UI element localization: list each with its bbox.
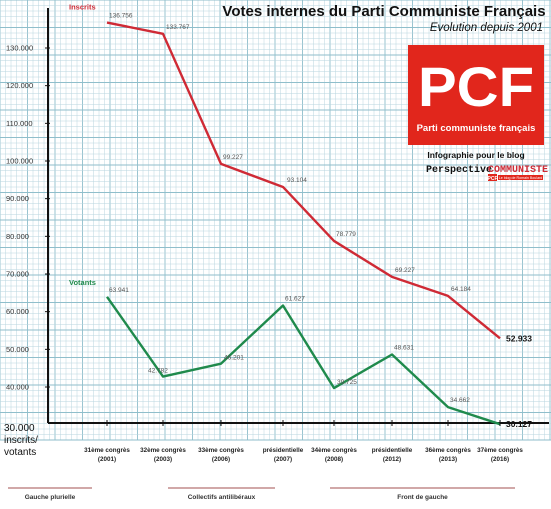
data-label: 30.127 <box>506 419 532 429</box>
y-tick-label: 130.000 <box>6 44 33 53</box>
mini-tagline-text: Le blog de Romain Boulard <box>499 176 543 180</box>
chart-title: Votes internes du Parti Communiste Franç… <box>222 3 545 20</box>
y-tick-label: 120.000 <box>6 81 33 90</box>
x-tick-label: 32ème congrès <box>140 447 186 454</box>
x-tick-label: (2001) <box>98 456 116 463</box>
x-tick-label: (2003) <box>154 456 172 463</box>
blog-name-part2: COMMUNISTE <box>488 165 548 176</box>
data-label: 39.725 <box>337 379 357 386</box>
mini-logo-text: PCF <box>488 176 498 182</box>
period-label: Collectifs antilibéraux <box>188 494 256 501</box>
x-tick-label: 36ème congrès <box>425 447 471 454</box>
data-label: 69.227 <box>395 267 415 274</box>
x-tick-label: 31ème congrès <box>84 447 130 454</box>
pcf-logo: PCF Parti communiste français <box>408 45 544 145</box>
data-label: 93.104 <box>287 177 307 184</box>
x-tick-label: (2007) <box>274 456 292 463</box>
y-tick-label: 90.000 <box>6 194 29 203</box>
y-tick-label: 100.000 <box>6 157 33 166</box>
x-tick-label: (2016) <box>491 456 509 463</box>
x-tick-label: 33ème congrès <box>198 447 244 454</box>
blog-credit: Infographie pour le blog Perspective COM… <box>426 150 548 182</box>
y-tick-label: 40.000 <box>6 383 29 392</box>
period-labels: Gauche plurielle Collectifs antilibéraux F… <box>8 488 515 501</box>
series-label-votants: Votants <box>69 278 96 287</box>
x-tick-label: (2013) <box>439 456 457 463</box>
x-tick-label: (2008) <box>325 456 343 463</box>
y-tick-label: 110.000 <box>6 119 33 128</box>
data-label: 99.227 <box>223 154 243 161</box>
x-tick-label: 37ème congrès <box>477 447 523 454</box>
credit-line: Infographie pour le blog <box>427 150 524 160</box>
data-label: 61.627 <box>285 296 305 303</box>
data-label: 48.631 <box>394 344 414 351</box>
data-label: 133.767 <box>166 24 190 31</box>
pcf-logo-tagline: Parti communiste français <box>417 123 536 134</box>
x-tick-label: (2012) <box>383 456 401 463</box>
data-label: 63.941 <box>109 287 129 294</box>
data-label: 34.662 <box>450 397 470 404</box>
data-label: 42.782 <box>148 368 168 375</box>
series-line-votants <box>107 297 500 424</box>
data-label: 78.779 <box>336 231 356 238</box>
y-tick-label: 60.000 <box>6 307 29 316</box>
series-label-inscrits: Inscrits <box>69 3 96 12</box>
x-tick-label: 34ème congrès <box>311 447 357 454</box>
x-axis-labels: 31ème congrès (2001) 32ème congrès (2003) 33… <box>84 420 523 463</box>
period-label: Gauche plurielle <box>25 494 76 501</box>
data-label: 46.201 <box>224 355 244 362</box>
data-label: 64.184 <box>451 286 471 293</box>
x-tick-label: présidentielle <box>263 447 304 454</box>
data-label: 136.756 <box>109 13 133 20</box>
x-tick-label: (2006) <box>212 456 230 463</box>
x-tick-label: présidentielle <box>372 447 413 454</box>
blog-name-part1: Perspective <box>426 164 492 176</box>
y-axis-note: votants <box>4 447 36 458</box>
y-tick-label: 80.000 <box>6 232 29 241</box>
period-label: Front de gauche <box>397 494 448 501</box>
pcf-logo-text: PCF <box>418 55 534 118</box>
y-axis-note: 30.000 <box>4 423 35 434</box>
y-tick-label: 70.000 <box>6 270 29 279</box>
y-tick-label: 50.000 <box>6 345 29 354</box>
y-axis-note: inscrits/ <box>4 435 38 446</box>
data-label: 52.933 <box>506 333 532 343</box>
chart-subtitle: Evolution depuis 2001 <box>430 22 543 34</box>
